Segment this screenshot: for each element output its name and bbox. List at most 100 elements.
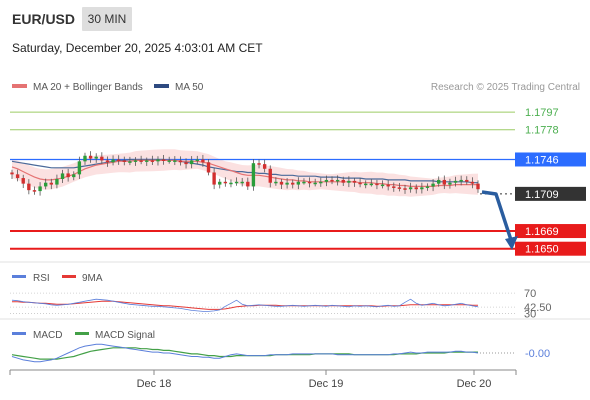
candle-body (251, 163, 256, 187)
candle-body (212, 172, 216, 185)
time-axis-ticks: Dec 18 Dec 19 Dec 20 (9, 370, 517, 390)
candle-body (414, 187, 418, 190)
candle-body (437, 179, 441, 184)
candle-body (476, 183, 480, 190)
ma50-legend-label: MA 50 (175, 82, 204, 93)
candle-body (94, 156, 98, 159)
candle-body (347, 180, 351, 183)
level-badge-current (515, 186, 586, 201)
candle-body (145, 160, 149, 162)
candle-body (133, 160, 138, 162)
candle-body (206, 162, 211, 173)
forecast-arrow-icon (481, 190, 518, 250)
candle-body (364, 183, 368, 186)
candle-body (352, 180, 357, 183)
candle-body (358, 182, 362, 185)
candle-body (257, 163, 261, 165)
rsi-legend-label: RSI (33, 273, 50, 284)
candle-body (139, 160, 143, 162)
candle-body (420, 187, 424, 190)
candle-body (44, 182, 48, 187)
rsi-level-label: 70 (524, 288, 536, 300)
candle-body (195, 159, 199, 161)
candle-body (15, 174, 20, 179)
candle-body (100, 156, 104, 161)
candle-body (21, 178, 25, 184)
ma50-line (11, 158, 478, 184)
candle-body (88, 155, 93, 159)
rsi-level-label: 42.50 (524, 302, 552, 314)
candle-body (10, 172, 14, 175)
candle-body (313, 182, 317, 185)
candle-body (448, 182, 452, 185)
candle-body (122, 160, 126, 162)
candle-body (201, 159, 205, 163)
candle-body (279, 181, 284, 185)
candle-body (431, 183, 435, 187)
macd-signal-legend-label: MACD Signal (95, 330, 155, 341)
candle-body (83, 155, 87, 162)
level-label: 1.1650 (525, 244, 559, 256)
candle-body (128, 161, 132, 163)
candle-body (77, 161, 82, 175)
macd-panel: -0.00 (11, 343, 550, 363)
price-levels: 1.1797 1.1778 1.1746 1.1709 1.1669 1.1650 (10, 107, 586, 256)
level-label: 1.1746 (525, 154, 559, 166)
candle-body (150, 160, 155, 162)
candle-body (218, 181, 222, 185)
level-badge-support (515, 224, 586, 239)
candle-body (66, 173, 70, 178)
candle-body (330, 179, 334, 182)
candle-body (49, 182, 53, 185)
candle-body (408, 187, 413, 190)
candle-body (392, 186, 396, 188)
credit-label: Research © 2025 Trading Central (431, 82, 580, 93)
candle-body (173, 160, 177, 162)
candle-body (380, 184, 385, 187)
macd-legend-swatch (12, 332, 26, 335)
candle-body (291, 182, 295, 185)
macd-signal-legend-swatch (75, 332, 89, 335)
level-badge-support (515, 241, 586, 256)
moving-averages (11, 158, 478, 187)
candle-body (246, 181, 250, 187)
candle-body (386, 184, 390, 187)
level-label: 1.1669 (525, 226, 559, 238)
macd-signal-line (11, 347, 478, 360)
macd-legend-label: MACD (33, 330, 62, 341)
candle-body (341, 179, 345, 183)
level-label: 1.1778 (525, 125, 559, 137)
candle-body (116, 159, 121, 161)
rsi-legend-swatch (12, 275, 26, 278)
level-badge-pivot (515, 152, 586, 167)
macd-line (11, 343, 479, 363)
candle-body (302, 181, 306, 184)
timeframe-button[interactable] (82, 7, 132, 31)
candle-body (453, 180, 458, 183)
candle-body (307, 181, 312, 184)
candle-body (156, 159, 160, 162)
candle-body (274, 181, 278, 184)
candle-body (105, 160, 110, 163)
candle-body (319, 181, 323, 184)
candle-body (240, 181, 244, 184)
rsi-level-label: 30 (524, 308, 536, 320)
candle-body (60, 173, 65, 179)
rsi-ma-line (12, 300, 478, 310)
datetime-label: Saturday, December 20, 2025 4:03:01 AM C… (12, 41, 263, 55)
candle-body (285, 182, 289, 185)
rsi-ma-legend-label: 9MA (82, 273, 103, 284)
timeframe-label: 30 MIN (88, 12, 127, 26)
ma20-legend-label: MA 20 + Bollinger Bands (33, 82, 143, 93)
symbol-title: EUR/USD (12, 11, 75, 27)
candle-body (32, 190, 37, 192)
candle-body (425, 186, 430, 188)
ma20-line (11, 159, 478, 187)
candle-body (234, 181, 239, 184)
candle-body (268, 168, 272, 183)
candle-body (229, 182, 233, 185)
candle-body (111, 159, 115, 163)
candle-body (465, 179, 469, 182)
